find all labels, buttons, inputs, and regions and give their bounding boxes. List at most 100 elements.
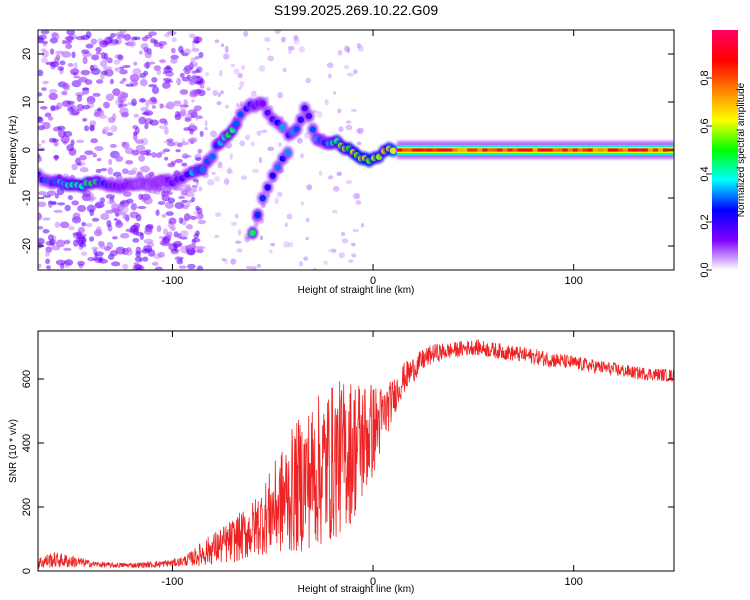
noise-speckle — [81, 87, 90, 91]
noise-speckle — [194, 56, 200, 60]
noise-speckle — [102, 126, 110, 133]
spectrogram-marks — [38, 30, 674, 270]
noise-speckle — [71, 51, 76, 59]
noise-speckle — [41, 121, 51, 130]
branch-point — [254, 211, 261, 219]
noise-speckle — [184, 186, 192, 192]
noise-speckle — [147, 249, 156, 257]
noise-speckle — [45, 258, 51, 265]
noise-speckle — [38, 263, 42, 269]
noise-speckle — [122, 77, 127, 82]
noise-speckle — [259, 235, 264, 241]
noise-speckle — [49, 48, 55, 55]
noise-speckle — [165, 79, 174, 83]
noise-speckle — [230, 221, 238, 226]
noise-speckle — [237, 229, 242, 236]
noise-speckle — [122, 263, 129, 270]
noise-speckle — [77, 204, 87, 213]
carrier-core — [552, 148, 559, 152]
noise-speckle — [85, 223, 93, 228]
noise-speckle — [191, 47, 200, 52]
noise-speckle — [180, 230, 189, 238]
noise-speckle — [183, 48, 191, 55]
carrier-core — [462, 148, 469, 152]
noise-speckle — [51, 32, 60, 41]
noise-speckle — [131, 167, 138, 173]
noise-speckle — [355, 200, 362, 205]
noise-speckle — [41, 87, 47, 91]
noise-speckle — [66, 144, 75, 152]
noise-speckle — [189, 128, 194, 135]
noise-speckle — [106, 241, 113, 250]
noise-speckle — [241, 65, 246, 70]
noise-speckle — [264, 37, 271, 43]
noise-speckle — [45, 61, 50, 66]
noise-speckle — [277, 191, 283, 198]
noise-speckle — [92, 92, 101, 97]
noise-speckle — [114, 153, 121, 161]
noise-speckle — [119, 103, 128, 107]
carrier-core — [627, 148, 634, 152]
noise-speckle — [352, 228, 360, 233]
noise-speckle — [166, 231, 173, 238]
colorbar-tick-label-3: 0.6 — [699, 118, 711, 133]
noise-speckle — [95, 226, 102, 235]
noise-speckle — [180, 105, 186, 112]
noise-speckle — [138, 193, 143, 201]
snr-y-tick-label-3: 600 — [21, 370, 33, 388]
noise-speckle — [166, 138, 174, 143]
noise-speckle — [91, 246, 99, 251]
carrier-core — [522, 148, 529, 152]
noise-speckle — [170, 58, 178, 64]
noise-speckle — [151, 261, 159, 266]
noise-speckle — [54, 221, 61, 228]
noise-speckle — [161, 213, 167, 218]
noise-speckle — [144, 123, 149, 130]
noise-speckle — [157, 251, 165, 258]
noise-speckle — [99, 60, 108, 68]
noise-speckle — [38, 191, 47, 196]
noise-speckle — [87, 256, 95, 262]
carrier-core — [497, 148, 504, 152]
ridge-point — [233, 120, 240, 127]
noise-speckle — [96, 157, 102, 162]
noise-speckle — [64, 259, 74, 266]
noise-speckle — [132, 68, 142, 75]
noise-speckle — [227, 166, 232, 174]
noise-speckle — [166, 141, 176, 147]
noise-speckle — [111, 261, 121, 267]
noise-speckle — [143, 245, 153, 252]
noise-speckle — [193, 80, 203, 85]
noise-speckle — [180, 112, 185, 117]
noise-speckle — [142, 256, 149, 262]
carrier-core — [527, 148, 534, 152]
noise-speckle — [252, 168, 259, 174]
noise-speckle — [38, 143, 42, 147]
noise-speckle — [178, 217, 184, 224]
noise-speckle — [125, 228, 135, 233]
noise-speckle — [145, 223, 154, 230]
noise-speckle — [221, 258, 226, 262]
noise-speckle — [124, 249, 133, 256]
noise-speckle — [186, 64, 192, 73]
noise-speckle — [82, 117, 88, 122]
ridge-point — [259, 100, 266, 107]
noise-speckle — [190, 75, 201, 79]
noise-speckle — [137, 205, 147, 210]
noise-speckle — [192, 89, 203, 95]
noise-speckle — [188, 245, 194, 253]
noise-speckle — [298, 45, 305, 53]
noise-speckle — [119, 66, 124, 70]
noise-speckle — [91, 217, 100, 222]
noise-speckle — [196, 265, 204, 270]
noise-speckle — [176, 77, 182, 86]
noise-speckle — [55, 239, 66, 248]
noise-speckle — [40, 57, 48, 63]
noise-speckle — [134, 126, 140, 135]
carrier-core — [557, 148, 564, 152]
spectrogram-y-tick-label-3: 10 — [21, 96, 33, 108]
ridge-point — [199, 166, 206, 173]
noise-speckle — [341, 238, 349, 244]
noise-speckle — [111, 203, 120, 212]
